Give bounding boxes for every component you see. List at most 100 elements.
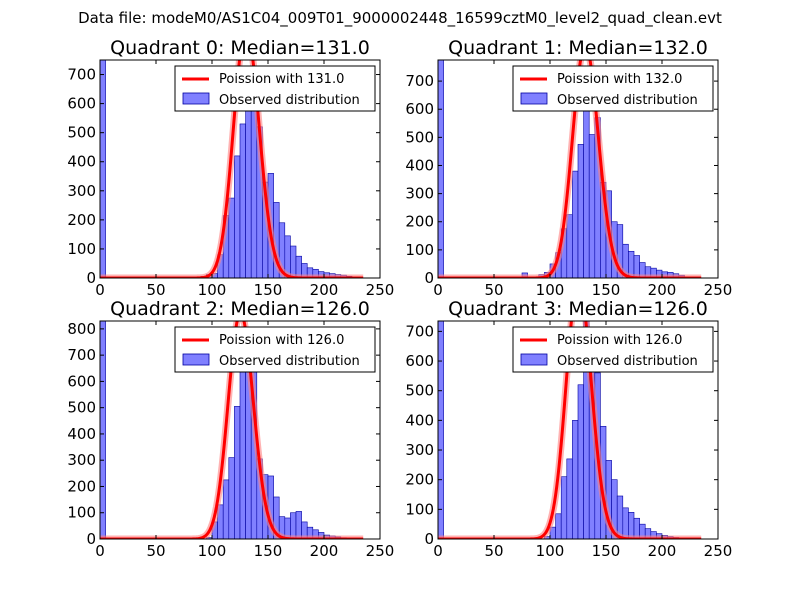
x-tick-label: 150 [592, 542, 621, 560]
x-tick-label: 150 [254, 281, 283, 299]
x-tick-label: 100 [198, 281, 227, 299]
y-tick-label: 0 [424, 530, 434, 548]
x-tick-label: 200 [648, 542, 677, 560]
x-tick-label: 200 [310, 281, 339, 299]
histogram-bar [588, 134, 596, 278]
x-tick-label: 0 [433, 542, 443, 560]
y-tick-label: 200 [67, 477, 96, 495]
y-tick-label: 100 [67, 504, 96, 522]
legend-entry-observed: Observed distribution [219, 354, 360, 369]
histogram-bar [234, 406, 241, 539]
histogram-bar [100, 60, 106, 278]
y-tick-label: 100 [405, 241, 434, 259]
histogram-bar [572, 170, 579, 278]
y-tick-label: 400 [405, 411, 434, 429]
plot-area [100, 60, 364, 278]
y-tick-label: 200 [405, 213, 434, 231]
histogram-bar [295, 511, 302, 539]
legend: Poission with 131.0 Observed distribution [174, 65, 376, 112]
histogram-bar [566, 458, 573, 539]
histogram-bar [290, 512, 297, 539]
x-tick-label: 0 [433, 281, 443, 299]
plot-frame [437, 59, 719, 279]
y-tick-label: 0 [86, 269, 96, 287]
histogram-bar [250, 110, 258, 278]
y-tick-label: 600 [405, 352, 434, 370]
y-tick-label: 600 [405, 100, 434, 118]
legend-swatch-bar [182, 353, 210, 366]
y-tick-label: 700 [67, 66, 96, 84]
legend-swatch-bar [520, 353, 548, 366]
chart-quadrant-3: 0 50 100 150 200 250 0 100 200 300 400 500 600 700 Qua… [405, 298, 733, 560]
plot-area [438, 60, 702, 278]
histogram-bar [239, 367, 246, 539]
x-tick-label: 0 [95, 542, 105, 560]
y-tick-label: 300 [67, 182, 96, 200]
poisson-curve [100, 60, 364, 278]
y-tick-label: 500 [405, 128, 434, 146]
legend-entry-observed: Observed distribution [557, 354, 698, 369]
y-tick-label: 400 [405, 156, 434, 174]
histogram-bar [577, 384, 584, 539]
y-tick-label: 600 [67, 372, 96, 390]
y-tick-label: 200 [405, 471, 434, 489]
legend-entry-poisson: Poission with 126.0 [219, 333, 344, 348]
histogram-bar [438, 60, 444, 278]
x-tick-label: 50 [146, 281, 165, 299]
legend-entry-poisson: Poission with 126.0 [557, 333, 682, 348]
histogram-bar [245, 98, 252, 278]
y-tick-label: 100 [405, 500, 434, 518]
legend-swatch-bar [520, 92, 548, 105]
y-tick-label: 0 [424, 269, 434, 287]
y-tick-label: 800 [67, 320, 96, 338]
x-tick-label: 250 [366, 542, 395, 560]
x-tick-label: 50 [146, 542, 165, 560]
legend-entry-observed: Observed distribution [219, 93, 360, 108]
y-tick-label: 400 [67, 425, 96, 443]
figure-title: Data file: modeM0/AS1C04_009T01_90000024… [78, 9, 722, 27]
histogram-bar [234, 155, 241, 278]
histogram-bar [222, 479, 230, 539]
y-tick-label: 200 [67, 211, 96, 229]
x-tick-label: 150 [254, 542, 283, 560]
chart-quadrant-2: 0 50 100 150 200 250 0 100 200 300 400 500 600 700 800… [67, 298, 394, 560]
y-tick-label: 700 [405, 322, 434, 340]
legend: Poission with 126.0 Observed distribution [174, 326, 376, 373]
x-tick-label: 200 [648, 281, 677, 299]
histogram-bar [560, 476, 568, 539]
legend-entry-observed: Observed distribution [557, 93, 698, 108]
legend: Poission with 126.0 Observed distribution [512, 326, 714, 373]
histogram-bar [583, 83, 590, 278]
histogram-bar [577, 144, 584, 278]
y-tick-label: 0 [86, 530, 96, 548]
histogram-bar [572, 420, 579, 539]
x-tick-label: 250 [366, 281, 395, 299]
x-tick-label: 100 [536, 542, 565, 560]
x-tick-label: 250 [704, 281, 733, 299]
chart-title: Quadrant 0: Median=131.0 [110, 37, 370, 59]
y-tick-label: 700 [67, 346, 96, 364]
y-tick-label: 100 [67, 240, 96, 258]
y-tick-label: 400 [67, 153, 96, 171]
chart-title: Quadrant 3: Median=126.0 [448, 298, 708, 320]
x-tick-label: 100 [536, 281, 565, 299]
chart-title: Quadrant 2: Median=126.0 [110, 298, 370, 320]
y-tick-label: 500 [67, 399, 96, 417]
histogram-bar [438, 321, 444, 539]
y-tick-label: 600 [67, 95, 96, 113]
x-tick-label: 250 [704, 542, 733, 560]
histogram-bar [290, 245, 297, 278]
chart-title: Quadrant 1: Median=132.0 [448, 37, 708, 59]
x-tick-label: 50 [484, 542, 503, 560]
x-tick-label: 200 [310, 542, 339, 560]
chart-quadrant-0: 0 50 100 150 200 250 0 100 200 300 400 500 600 700 Qua… [67, 37, 395, 299]
histogram-bar [555, 513, 562, 539]
histogram-bar [228, 457, 235, 539]
plot-frame [99, 59, 381, 279]
x-tick-label: 50 [484, 281, 503, 299]
legend-entry-poisson: Poission with 131.0 [219, 72, 344, 87]
plot-frame [437, 320, 719, 540]
legend-entry-poisson: Poission with 132.0 [557, 72, 682, 87]
